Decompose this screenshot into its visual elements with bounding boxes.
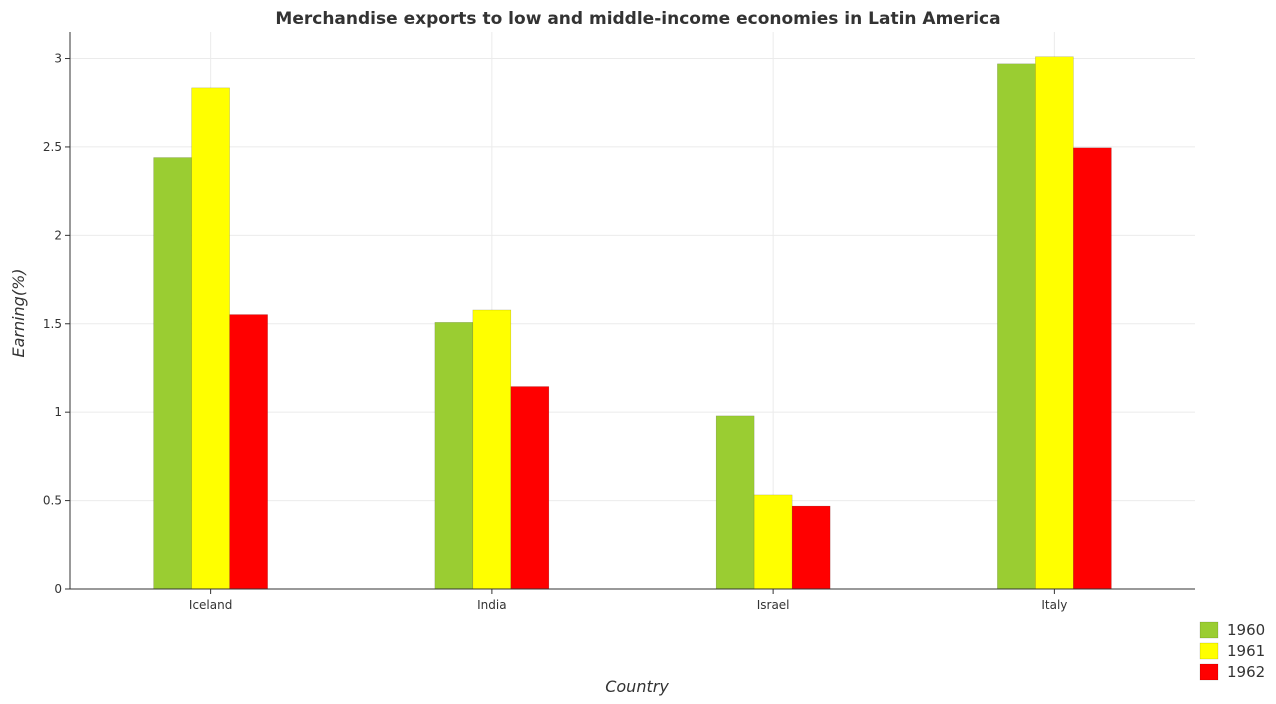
bar-iceland-1962 (229, 314, 268, 590)
legend-label-1961: 1961 (1227, 642, 1265, 660)
legend-swatch-1962 (1199, 663, 1219, 681)
bar-italy-1961 (1035, 56, 1074, 590)
x-axis-title: Country (605, 677, 669, 696)
bar-israel-1960 (715, 415, 755, 590)
bar-india-1962 (510, 386, 550, 590)
y-axis-title: Earning(%) (9, 268, 28, 357)
bar-israel-1961 (753, 494, 793, 590)
bar-italy-1962 (1073, 147, 1112, 590)
bar-italy-1960 (997, 63, 1036, 590)
axes (69, 32, 1195, 590)
bar-india-1960 (434, 322, 474, 590)
bar-iceland-1961 (191, 87, 230, 590)
bars (153, 56, 1112, 590)
x-axis-ticks: Iceland India Israel Italy (189, 589, 1067, 612)
bar-iceland-1960 (153, 157, 192, 590)
x-tick-label: India (477, 598, 506, 612)
bar-india-1961 (472, 309, 512, 590)
y-tick-label: 2 (54, 228, 62, 242)
y-tick-label: 1.5 (43, 317, 62, 331)
legend-swatch-1961 (1199, 642, 1219, 660)
x-tick-label: Italy (1041, 598, 1067, 612)
y-tick-label: 2.5 (43, 140, 62, 154)
chart-title: Merchandise exports to low and middle-in… (275, 9, 1000, 29)
y-tick-label: 0.5 (43, 494, 62, 508)
y-axis-ticks: 0 0.5 1 1.5 2 2.5 3 (43, 52, 70, 596)
legend-label-1960: 1960 (1227, 621, 1265, 639)
legend: 1960 1961 1962 (1199, 621, 1265, 681)
legend-swatch-1960 (1199, 621, 1219, 639)
legend-label-1962: 1962 (1227, 663, 1265, 681)
x-tick-label: Israel (757, 598, 790, 612)
y-tick-label: 3 (54, 52, 62, 66)
bar-israel-1962 (791, 505, 831, 590)
y-tick-label: 1 (54, 405, 62, 419)
x-tick-label: Iceland (189, 598, 232, 612)
y-tick-label: 0 (54, 582, 62, 596)
